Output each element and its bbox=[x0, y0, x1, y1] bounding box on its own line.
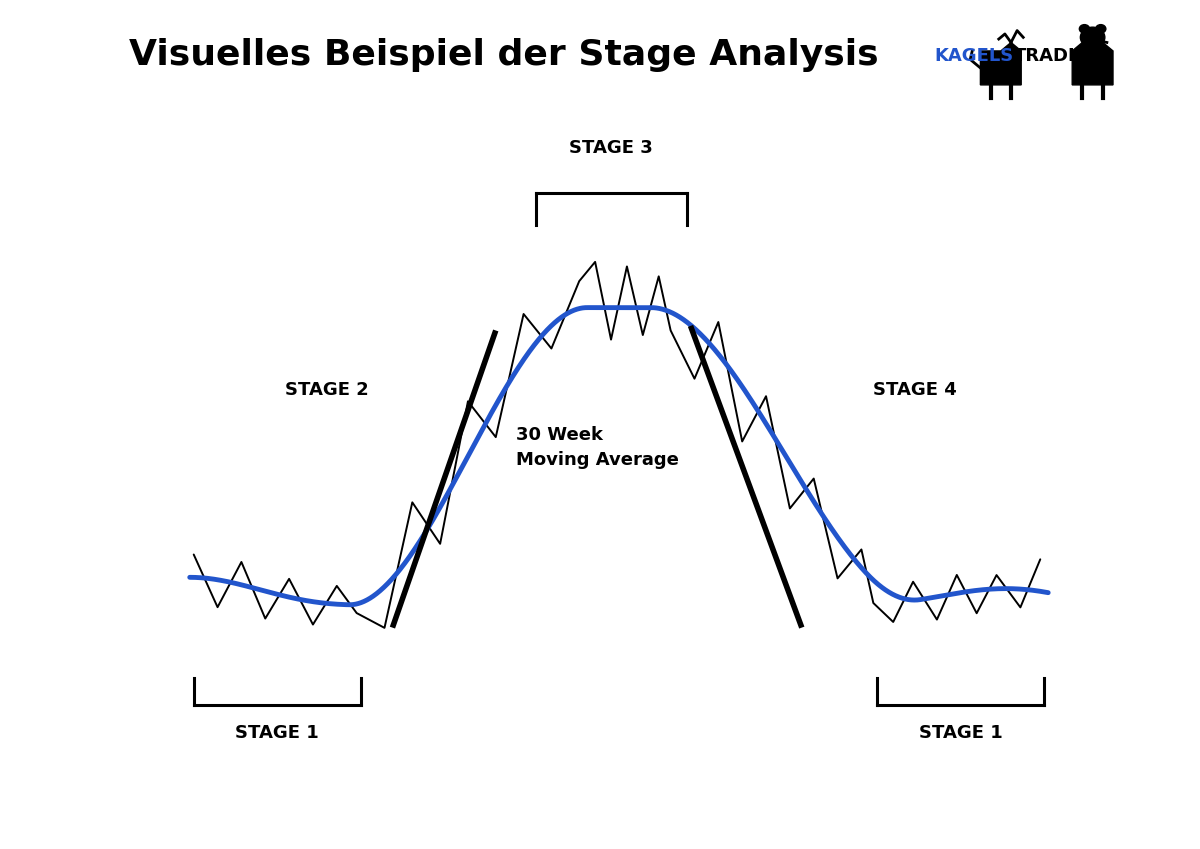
Polygon shape bbox=[1073, 42, 1114, 85]
Polygon shape bbox=[980, 42, 1021, 85]
Text: STAGE 2: STAGE 2 bbox=[286, 381, 368, 399]
Circle shape bbox=[1079, 25, 1090, 33]
Text: Visuelles Beispiel der Stage Analysis: Visuelles Beispiel der Stage Analysis bbox=[130, 38, 878, 72]
Circle shape bbox=[1080, 27, 1105, 48]
Text: KAGELS: KAGELS bbox=[935, 47, 1014, 65]
Text: STAGE 4: STAGE 4 bbox=[874, 381, 958, 399]
Text: 30 Week
Moving Average: 30 Week Moving Average bbox=[516, 426, 678, 469]
Text: STAGE 3: STAGE 3 bbox=[569, 138, 653, 156]
Text: STAGE 1: STAGE 1 bbox=[919, 723, 1003, 742]
Text: TRADING: TRADING bbox=[1014, 47, 1105, 65]
Circle shape bbox=[1096, 25, 1106, 33]
Text: STAGE 1: STAGE 1 bbox=[235, 723, 319, 742]
